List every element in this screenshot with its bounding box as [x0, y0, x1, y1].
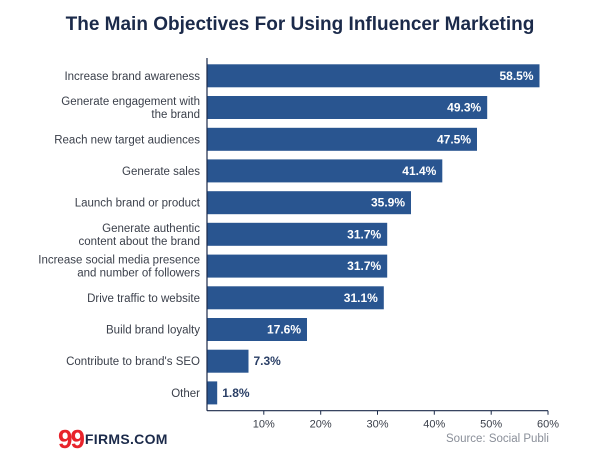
bar: [207, 286, 384, 310]
firm-logo: 99 FIRMS.COM: [58, 423, 168, 454]
category-label: Drive traffic to website: [87, 293, 200, 305]
bar: [207, 127, 477, 151]
bar-value-label: 49.3%: [447, 101, 481, 115]
category-label: Build brand loyalty: [106, 325, 200, 337]
bar-value-label: 41.4%: [402, 164, 436, 178]
chart-title: The Main Objectives For Using Influencer…: [65, 14, 535, 35]
bar-value-label: 47.5%: [437, 132, 471, 146]
bar: [207, 254, 388, 278]
category-label: Increase brand awareness: [64, 71, 200, 83]
bar: [207, 159, 443, 183]
source-note: Source: Social Publi: [446, 433, 549, 445]
x-tick-label: 60%: [537, 419, 559, 431]
x-tick-label: 50%: [480, 419, 502, 431]
bar-value-label: 17.6%: [267, 323, 301, 337]
bar-value-label: 1.8%: [222, 386, 250, 400]
bar: [207, 381, 218, 405]
category-label: Launch brand or product: [75, 198, 201, 210]
bar-value-label: 7.3%: [254, 354, 282, 368]
bar: [207, 318, 307, 341]
logo-text: FIRMS.COM: [84, 431, 168, 447]
category-label: Other: [171, 388, 200, 400]
bar: [207, 96, 488, 119]
category-label: Contribute to brand's SEO: [66, 356, 200, 368]
category-label: content about the brand: [79, 236, 201, 248]
logo-number: 99: [58, 423, 85, 454]
category-label: Generate engagement with: [61, 96, 200, 108]
category-label: Increase social media presence: [38, 255, 200, 267]
x-tick-label: 20%: [310, 419, 332, 431]
bar-value-label: 31.7%: [347, 259, 381, 273]
category-label: Generate authentic: [102, 223, 200, 235]
bar: [207, 64, 540, 88]
bar-value-label: 35.9%: [371, 196, 405, 210]
bar: [207, 222, 388, 246]
bar-value-label: 31.7%: [347, 227, 381, 241]
x-tick-label: 10%: [253, 419, 275, 431]
bar: [207, 191, 411, 215]
x-tick-label: 40%: [423, 419, 445, 431]
x-tick-label: 30%: [366, 419, 388, 431]
bar-value-label: 58.5%: [499, 69, 533, 83]
category-label: Reach new target audiences: [54, 134, 200, 146]
category-label: the brand: [151, 109, 200, 121]
category-label: and number of followers: [77, 268, 200, 280]
bar-value-label: 31.1%: [344, 291, 378, 305]
category-label: Generate sales: [122, 166, 200, 178]
bar: [207, 349, 249, 373]
